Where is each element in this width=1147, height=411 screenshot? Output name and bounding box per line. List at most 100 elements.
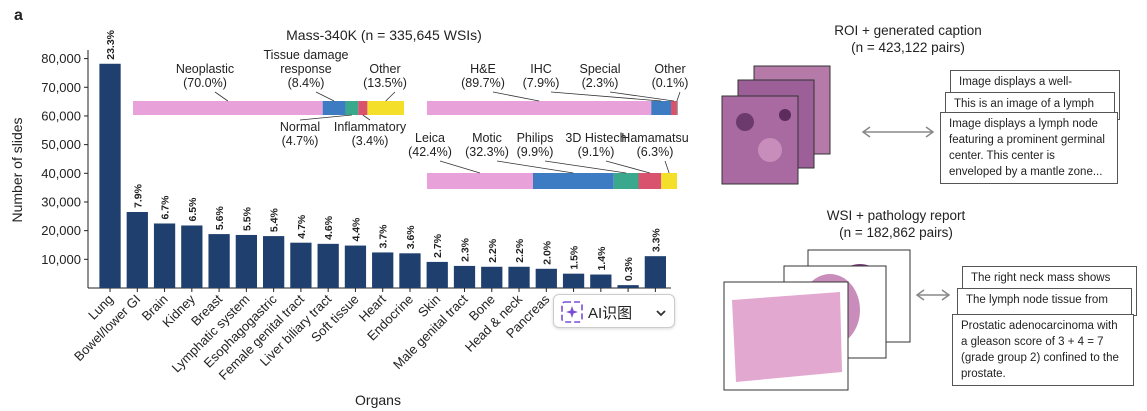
stack-segment [613,173,639,189]
y-tick-label: 20,000 [41,223,81,238]
value-label: 0.3% [623,257,635,282]
ai-button[interactable]: AI识图 [553,294,675,328]
ai-icon [561,301,583,323]
bar [99,63,121,288]
bar [181,225,203,288]
segment-value-label: (9.9%) [516,145,554,159]
bar [344,245,367,288]
chevron [656,310,666,317]
stack-segment [322,101,346,115]
connector [362,114,371,121]
segment-name: H&E [470,62,496,76]
bar [153,223,176,288]
y-tick-label: 10,000 [41,252,81,267]
segment-value-label: (2.3%) [581,76,619,90]
value-label: 5.5% [241,206,253,231]
ai-button-label[interactable]: AI识图 [588,305,633,322]
bar [617,285,639,288]
wsi-arrow [915,289,951,301]
bar [590,274,612,288]
stack-segment [427,101,652,115]
bar [481,266,503,288]
segment-name: Special [579,62,621,76]
segment-name: Philips [516,131,554,145]
roi-images [721,65,831,185]
stack-segment [427,173,533,189]
stack-segment [661,173,677,189]
segment-name: IHC [530,62,552,76]
x-axis-label: Organs [355,392,401,408]
connector [550,91,662,102]
roi-subtitle: (n = 423,122 pairs) [851,40,965,55]
value-label: 4.7% [296,214,308,239]
y-tick-label: 30,000 [41,194,81,209]
y-tick-label: 50,000 [41,137,81,152]
bar [208,234,230,288]
segment-value-label: (7.9%) [522,76,560,90]
value-label: 1.5% [569,245,581,270]
segment-name: Neoplastic [175,62,235,76]
connector [544,160,627,174]
value-label: 2.2% [487,238,499,263]
bar [644,256,667,288]
value-label: 3.3% [650,228,662,253]
segment-name: Leica [415,131,445,145]
segment-value-label: (9.1%) [577,145,615,159]
segment-value-label: (4.7%) [281,134,319,148]
bar [508,266,530,288]
wsi-title: WSI + pathology report [826,208,966,223]
segment-name: Other [369,62,401,76]
connector [664,160,670,174]
value-label: 3.6% [405,225,417,250]
segment-value-label: (89.7%) [461,76,505,90]
bar [399,253,421,288]
bar [317,243,339,288]
bar [453,265,476,288]
connector [315,91,335,102]
value-label: 5.4% [269,208,281,233]
segment-value-label: (8.4%) [287,76,325,90]
segment-value-label: (3.4%) [351,134,389,148]
value-label: 5.6% [214,205,226,230]
value-label: 6.5% [187,197,199,222]
segment-value-label: (0.1%) [651,76,689,90]
segment-name: Motic [472,131,502,145]
bar [562,273,585,288]
stack-segment [671,101,677,115]
segment-value-label: (70.0%) [183,76,227,90]
caption-card: Image displays a lymph node featuring a … [940,112,1118,184]
value-label: 2.3% [460,237,472,262]
roi-arrow [861,126,935,138]
value-label: 1.4% [596,246,608,271]
value-label: 6.7% [160,195,172,220]
value-label: 2.7% [432,233,444,258]
y-tick-label: 80,000 [41,51,81,66]
segment-name: Hamamatsu [621,131,689,145]
value-label: 4.4% [350,217,362,242]
connector [214,91,229,102]
segment-name: Normal [279,120,321,134]
bar [372,252,394,288]
roi-title: ROI + generated caption [834,23,982,38]
stack-segment [358,101,368,115]
bar [535,268,557,288]
value-label: 2.2% [514,238,526,263]
wsi-subtitle: (n = 182,862 pairs) [839,225,953,240]
segment-name: 3D Histech [565,131,627,145]
stack-segment [638,173,662,189]
panel-label: a [14,7,23,24]
connector [299,114,352,121]
y-tick-label: 60,000 [41,108,81,123]
connector [492,91,540,102]
segment-name: Inflammatory [333,120,407,134]
connector [385,91,396,102]
y-tick-label: 70,000 [41,80,81,95]
value-label: 23.3% [105,29,117,59]
stack-segment [651,101,671,115]
bar [262,236,285,288]
segment-name: Tissue damage response [263,48,349,76]
bar [426,261,448,288]
connector [676,91,681,102]
segment-value-label: (32.3%) [465,145,509,159]
